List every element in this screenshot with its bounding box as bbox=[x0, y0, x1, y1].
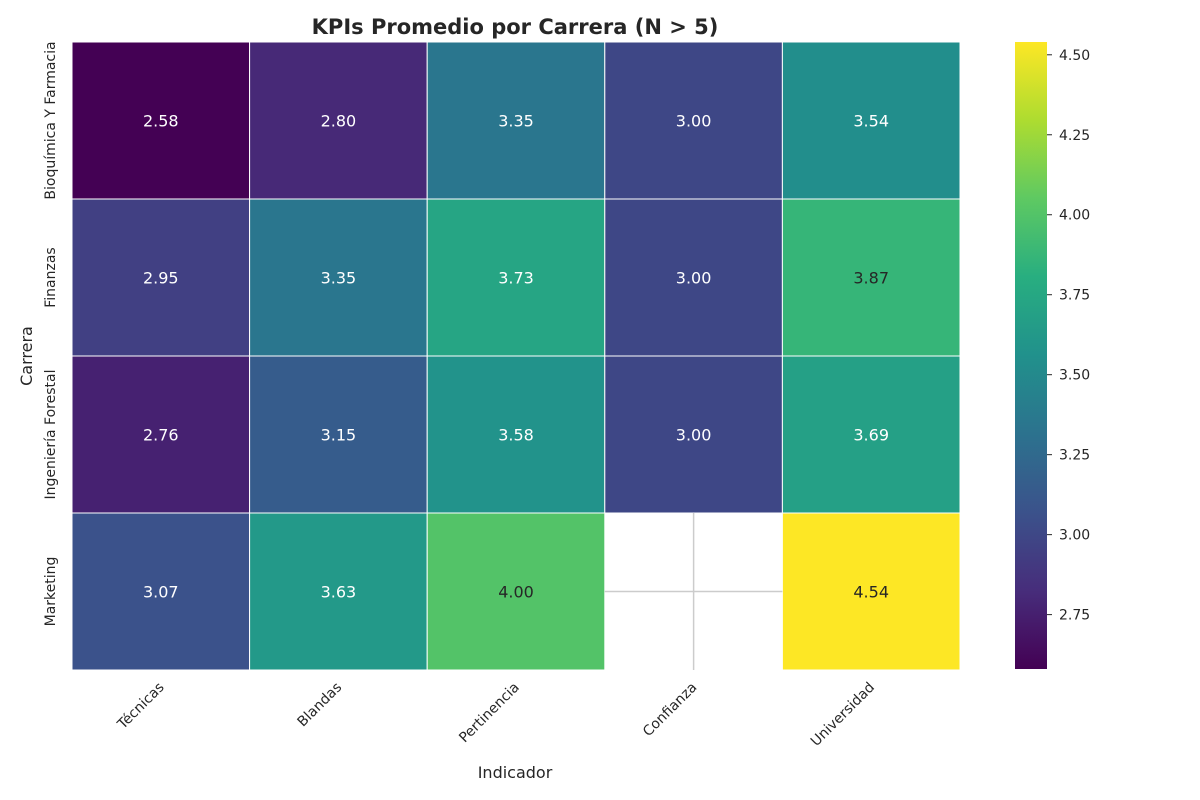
cell-value-label: 3.00 bbox=[676, 269, 712, 288]
y-tick-labels: Bioquímica Y Farmacia Finanzas Ingeniería … bbox=[43, 41, 59, 626]
cell-value-label: 3.58 bbox=[498, 426, 534, 445]
heatmap-cell bbox=[71, 512, 251, 671]
x-tick-label: Pertinencia bbox=[456, 680, 523, 747]
heatmap-cell bbox=[71, 198, 251, 357]
heatmap-cell bbox=[426, 198, 606, 357]
cell-value-label: 2.95 bbox=[143, 269, 179, 288]
heatmap-cell-labels: 2.58 2.80 3.35 3.00 3.54 2.95 3.35 3.73 3.00 3.87… bbox=[143, 112, 889, 602]
cell-value-label: 3.73 bbox=[498, 269, 534, 288]
colorbar-tick-label: 2.75 bbox=[1059, 608, 1090, 624]
cell-value-label: 3.69 bbox=[853, 426, 889, 445]
y-tick-label: Finanzas bbox=[43, 247, 59, 307]
colorbar-tick-label: 4.00 bbox=[1059, 208, 1090, 224]
cell-value-label: 4.00 bbox=[498, 583, 534, 602]
heatmap-cell bbox=[249, 41, 428, 200]
x-axis-label: Indicador bbox=[478, 763, 553, 782]
colorbar-tick-label: 3.25 bbox=[1059, 448, 1090, 464]
x-tick-labels: Técnicas Blandas Pertinencia Confianza Unive… bbox=[114, 680, 878, 750]
colorbar-tick-label: 4.50 bbox=[1059, 48, 1090, 64]
x-tick-label: Blandas bbox=[295, 680, 346, 731]
heatmap-cell bbox=[71, 41, 251, 200]
heatmap-cell bbox=[426, 355, 606, 514]
colorbar bbox=[1015, 42, 1047, 669]
heatmap-cell bbox=[781, 512, 961, 671]
x-tick-label: Técnicas bbox=[114, 680, 168, 734]
heatmap-cell bbox=[249, 512, 428, 671]
cell-value-label: 2.58 bbox=[143, 112, 179, 131]
heatmap-cell bbox=[781, 41, 961, 200]
x-tick-label: Universidad bbox=[808, 680, 878, 750]
heatmap-cell bbox=[249, 198, 428, 357]
cell-value-label: 3.15 bbox=[321, 426, 357, 445]
colorbar-tick-label: 3.75 bbox=[1059, 288, 1090, 304]
heatmap-cell bbox=[604, 41, 783, 200]
heatmap-cell bbox=[604, 355, 783, 514]
chart-title: KPIs Promedio por Carrera (N > 5) bbox=[312, 15, 719, 39]
cell-value-label: 3.35 bbox=[321, 269, 357, 288]
y-tick-label: Bioquímica Y Farmacia bbox=[43, 41, 59, 199]
heatmap-cell bbox=[781, 198, 961, 357]
y-tick-label: Ingeniería Forestal bbox=[43, 370, 59, 500]
cell-value-label: 3.54 bbox=[853, 112, 889, 131]
y-axis-label: Carrera bbox=[17, 326, 36, 386]
cell-value-label: 4.54 bbox=[853, 583, 889, 602]
cell-value-label: 2.76 bbox=[143, 426, 179, 445]
colorbar-tick-label: 4.25 bbox=[1059, 128, 1090, 144]
cell-value-label: 2.80 bbox=[321, 112, 357, 131]
x-tick-label: Confianza bbox=[640, 680, 700, 740]
colorbar-tick-label: 3.50 bbox=[1059, 368, 1090, 384]
heatmap-cell bbox=[781, 355, 961, 514]
heatmap-cell bbox=[426, 41, 606, 200]
heatmap-cells bbox=[71, 41, 961, 671]
cell-value-label: 3.00 bbox=[676, 112, 712, 131]
cell-value-label: 3.00 bbox=[676, 426, 712, 445]
y-tick-label: Marketing bbox=[43, 557, 59, 627]
heatmap-cell bbox=[249, 355, 428, 514]
missing-cell-gridlines bbox=[604, 513, 783, 670]
cell-value-label: 3.63 bbox=[321, 583, 357, 602]
cell-value-label: 3.87 bbox=[853, 269, 889, 288]
cell-value-label: 3.07 bbox=[143, 583, 179, 602]
heatmap-cell bbox=[426, 512, 606, 671]
colorbar-tick-label: 3.00 bbox=[1059, 528, 1090, 544]
colorbar-ticks: 2.75 3.00 3.25 3.50 3.75 4.00 4.25 4.50 bbox=[1047, 48, 1090, 624]
cell-value-label: 3.35 bbox=[498, 112, 534, 131]
